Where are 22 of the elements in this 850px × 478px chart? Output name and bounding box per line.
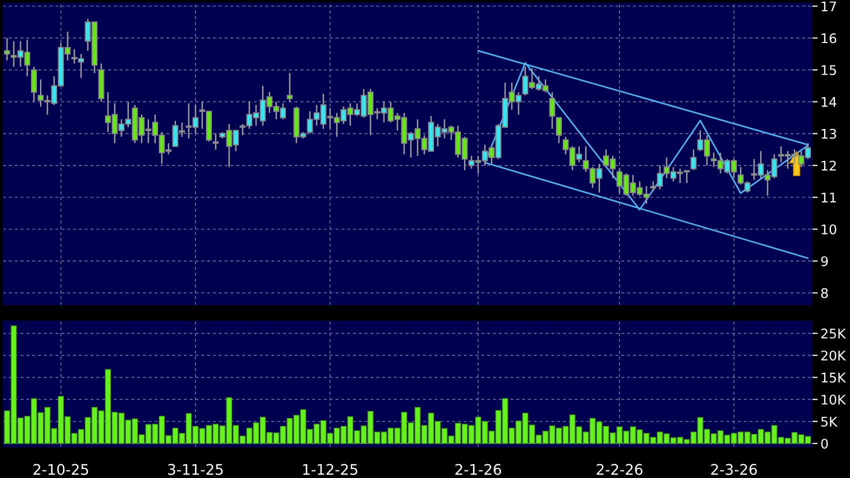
x-tick-label: 3-11-25 xyxy=(168,464,223,475)
y-tick-label: 17 xyxy=(822,2,836,12)
x-tick-label: 2-10-25 xyxy=(33,464,88,475)
x-tick-label: 1-12-25 xyxy=(303,464,358,475)
y-tick-label: 12 xyxy=(822,160,836,170)
y-tick-label: 14 xyxy=(822,97,836,107)
y-tick-label: 15K xyxy=(822,372,846,383)
x-tick-label: 2-2-26 xyxy=(596,464,642,475)
y-tick-label: 20K xyxy=(821,350,846,361)
y-tick-label: 13 xyxy=(822,128,836,139)
x-tick-label: 2-3-26 xyxy=(711,464,757,475)
y-tick-label: 8 xyxy=(821,288,828,298)
y-tick-label: 25K xyxy=(821,328,846,339)
y-tick-label: 5K xyxy=(821,416,838,427)
x-tick-label: 2-1-26 xyxy=(455,464,502,475)
y-tick-label: 10K xyxy=(822,394,846,405)
y-tick-label: 9 xyxy=(821,256,828,266)
y-tick-label: 0 xyxy=(821,438,828,449)
y-tick-label: 15 xyxy=(822,65,836,76)
y-tick-label: 11 xyxy=(822,192,836,202)
y-tick-label: 16 xyxy=(822,33,836,44)
y-tick-label: 10 xyxy=(822,224,836,234)
